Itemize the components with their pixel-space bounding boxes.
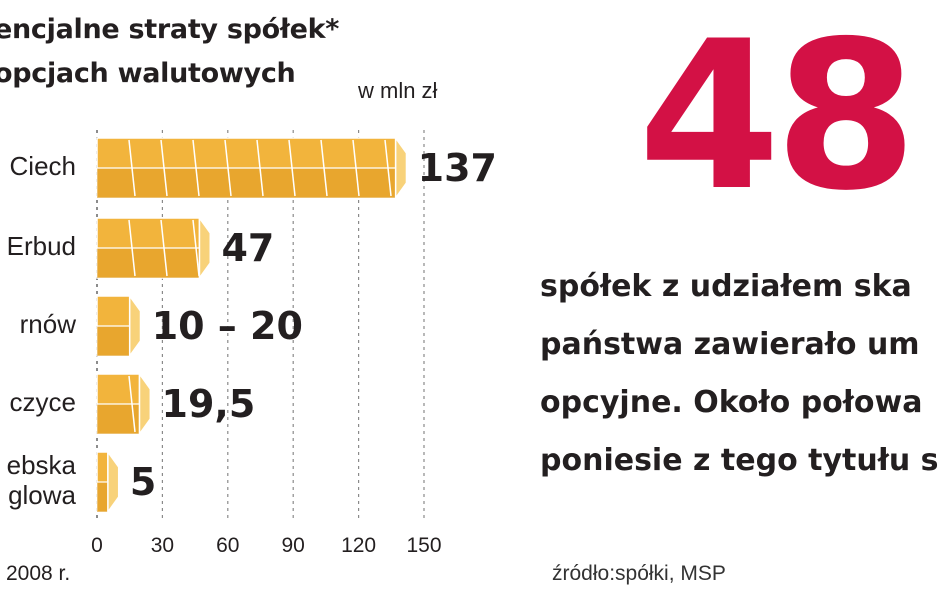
x-tick-label: 0 — [91, 534, 103, 557]
chart-bar — [96, 215, 212, 281]
chart-bars — [96, 135, 408, 515]
chart-bar — [96, 135, 408, 201]
value-label: 47 — [221, 226, 275, 270]
highlight-number: 48 — [638, 0, 917, 236]
value-label: 137 — [417, 146, 497, 190]
x-tick-label: 120 — [341, 534, 377, 557]
chart-unit-label: w mln zł — [358, 78, 438, 103]
x-tick-label: 150 — [406, 534, 442, 557]
x-tick-label: 30 — [150, 534, 175, 557]
chart-bar — [96, 371, 152, 437]
category-label: Erbud — [6, 231, 76, 261]
category-label: rnów — [19, 309, 76, 339]
chart-bar — [96, 449, 120, 515]
source-note: źródło:spółki, MSP — [552, 562, 726, 585]
category-label: Ciech — [9, 151, 76, 181]
chart-footnote: 2008 r. — [6, 562, 71, 585]
category-label: czyce — [9, 387, 76, 417]
highlight-text: spółek z udziałem ska państwa zawierało … — [540, 269, 939, 478]
value-label: 19,5 — [161, 382, 256, 426]
category-label: ebska glowa — [6, 450, 76, 510]
value-label: 5 — [129, 460, 157, 504]
chart-bar — [96, 293, 142, 359]
x-tick-label: 60 — [216, 534, 240, 557]
x-tick-label: 90 — [281, 534, 305, 557]
value-label: 10 – 20 — [151, 304, 303, 348]
chart-title: encjalne straty spółek* opcjach walutowy… — [0, 14, 340, 89]
